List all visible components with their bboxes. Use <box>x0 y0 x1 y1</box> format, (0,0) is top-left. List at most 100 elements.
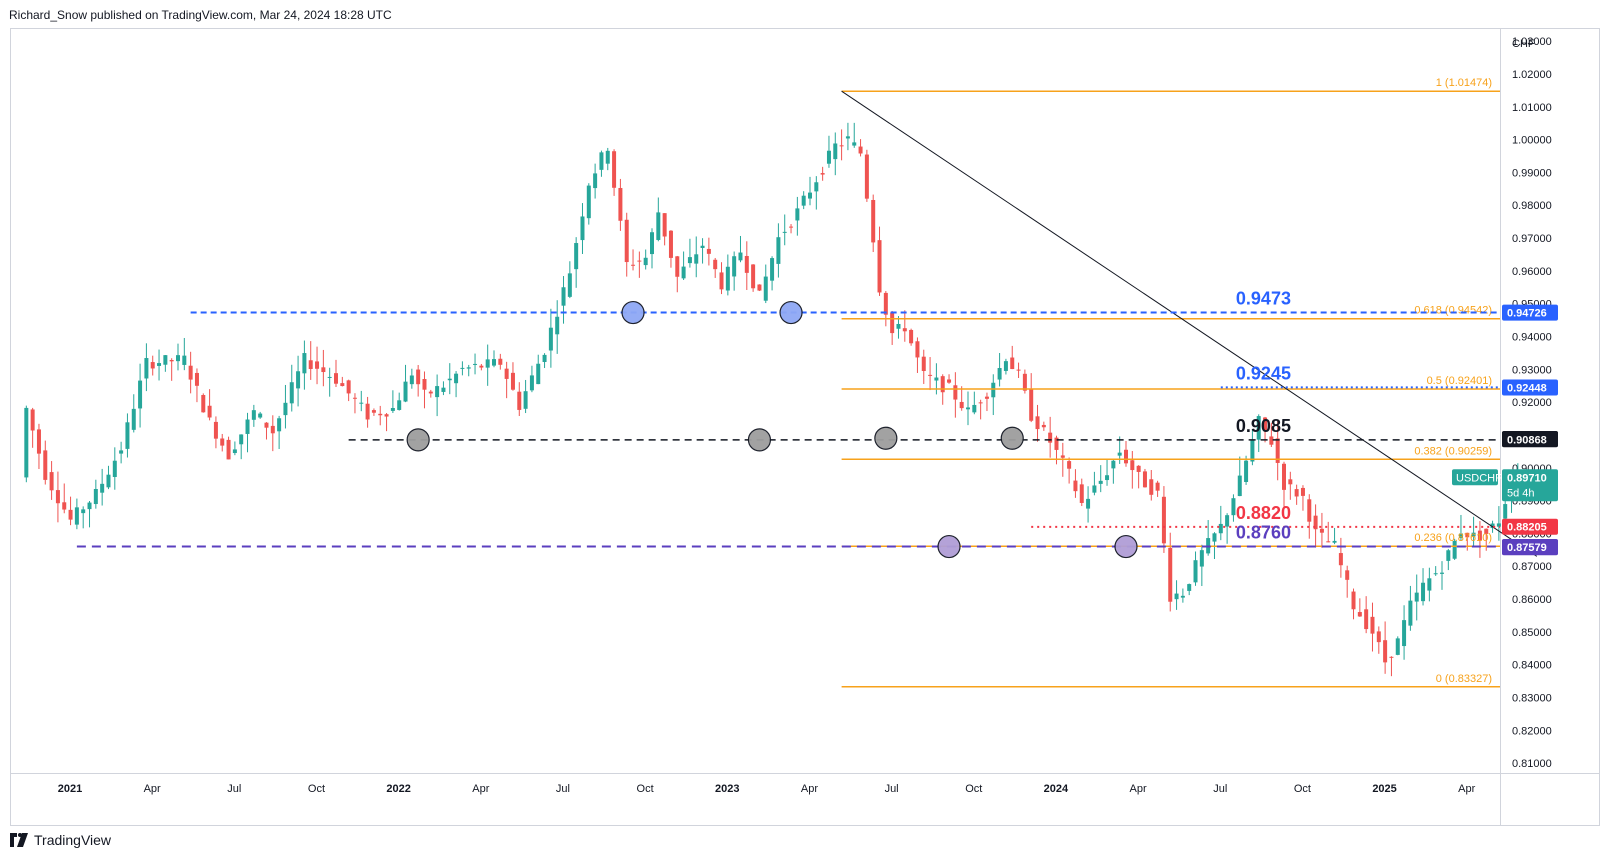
candle-body <box>308 360 313 369</box>
y-tick-label: 1.01000 <box>1512 102 1552 114</box>
candle-body <box>182 355 187 365</box>
candle-body <box>264 422 269 428</box>
candle-body <box>586 185 591 219</box>
candle-body <box>251 410 256 420</box>
candlestick-chart[interactable]: 1.03000 1.02000 1.01000 1.00000 0.99000 0.980… <box>10 28 1600 826</box>
candle-body <box>694 254 699 264</box>
candle-body <box>1193 560 1198 583</box>
candle-body <box>675 256 680 277</box>
candle-body <box>1105 475 1110 481</box>
candle-body <box>940 376 945 393</box>
candle-body <box>934 377 939 381</box>
candle-body <box>346 380 351 394</box>
candle-body <box>643 257 648 266</box>
candle-body <box>302 353 307 374</box>
candle-body <box>763 276 768 301</box>
candle-body <box>1300 487 1305 496</box>
candle-body <box>599 152 604 170</box>
candle-body <box>409 375 414 385</box>
candle-body <box>997 368 1002 380</box>
candle-body <box>915 341 920 358</box>
candle-body <box>169 359 174 362</box>
candle-body <box>801 195 806 206</box>
candle-body <box>435 386 440 398</box>
x-tick-label: Apr <box>144 783 161 795</box>
candle-body <box>529 375 534 391</box>
x-tick-label: Jul <box>885 783 899 795</box>
candle-body <box>1402 620 1407 647</box>
candle-body <box>1282 463 1286 490</box>
x-tick-label: Jul <box>227 783 241 795</box>
candle-body <box>858 146 863 154</box>
candle-body <box>1427 578 1432 591</box>
candle-body <box>232 449 237 454</box>
y-tick-label: 0.81000 <box>1512 758 1552 770</box>
candle-body <box>473 363 478 365</box>
candle-body <box>1408 600 1413 626</box>
current-price-text: 0.89710 <box>1507 472 1547 484</box>
candle-body <box>631 264 636 266</box>
touch-point-marker <box>1114 534 1138 559</box>
candle-body <box>441 387 446 392</box>
touch-point-marker <box>937 534 961 559</box>
candle-body <box>1484 528 1489 534</box>
price-badge-text: 0.87579 <box>1507 542 1547 554</box>
candle-body <box>428 391 433 394</box>
price-badge-text: 0.88205 <box>1507 522 1547 534</box>
candle-body <box>1029 389 1034 421</box>
candle-body <box>668 230 673 258</box>
candle-body <box>909 329 914 344</box>
candle-body <box>1383 640 1388 663</box>
x-tick-label: Apr <box>472 783 489 795</box>
fib-level-label: 0.5 (0.92401) <box>1427 375 1492 387</box>
publisher-line: Richard_Snow published on TradingView.co… <box>9 8 392 22</box>
candle-body <box>978 402 983 404</box>
candle-body <box>390 408 395 411</box>
candle-body <box>1180 595 1185 598</box>
candle-body <box>789 226 794 228</box>
y-tick-label: 1.02000 <box>1512 69 1552 81</box>
candle-body <box>157 363 162 366</box>
candle-body <box>1010 357 1015 370</box>
candle-body <box>87 502 92 510</box>
y-tick-label: 0.83000 <box>1512 693 1552 705</box>
y-tick-label: 0.87000 <box>1512 561 1552 573</box>
candle-body <box>403 381 408 402</box>
candle-body <box>808 192 812 199</box>
candle-body <box>593 173 598 189</box>
level-annotation: 0.9245 <box>1236 363 1291 383</box>
candle-body <box>1079 484 1084 503</box>
x-tick-label: 2025 <box>1372 783 1396 795</box>
candle-body <box>751 264 756 289</box>
candle-body <box>1319 528 1324 533</box>
candle-body <box>1117 452 1122 456</box>
candle-body <box>239 434 244 445</box>
candle-body <box>637 260 642 262</box>
candle-body <box>150 362 155 369</box>
chart-area[interactable]: 1.03000 1.02000 1.01000 1.00000 0.99000 0.980… <box>10 28 1600 826</box>
candle-body <box>201 395 206 413</box>
candle-body <box>176 355 180 362</box>
candle-body <box>713 259 718 270</box>
candle-body <box>984 396 989 399</box>
candle-body <box>327 376 332 378</box>
level-annotation: 0.8760 <box>1236 523 1291 543</box>
candle-body <box>814 182 819 192</box>
chart-border <box>10 28 1600 826</box>
candle-body <box>510 372 515 390</box>
candle-body <box>378 413 383 416</box>
candle-body <box>738 252 743 261</box>
candle-body <box>1326 541 1331 543</box>
y-tick-label: 0.97000 <box>1512 233 1552 245</box>
candle-body <box>795 208 800 221</box>
y-tick-label: 0.86000 <box>1512 594 1552 606</box>
candle-body <box>1142 471 1147 488</box>
candle-body <box>1490 523 1495 529</box>
x-tick-label: Oct <box>308 783 325 795</box>
candle-body <box>498 358 503 365</box>
candle-body <box>119 450 124 454</box>
candle-body <box>289 382 294 404</box>
y-tick-label: 0.94000 <box>1512 332 1552 344</box>
y-tick-label: 0.84000 <box>1512 660 1552 672</box>
candle-body <box>321 367 326 373</box>
